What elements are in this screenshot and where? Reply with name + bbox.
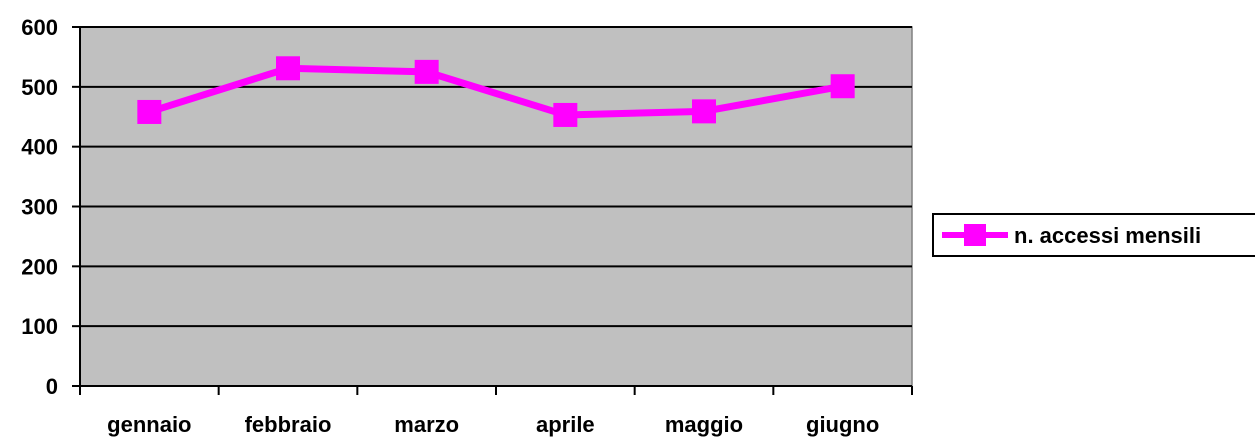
x-tick-label: giugno: [806, 412, 879, 437]
x-tick-label: aprile: [536, 412, 595, 437]
series-group: [137, 56, 855, 127]
x-tick-label: febbraio: [245, 412, 332, 437]
x-tick-label: maggio: [665, 412, 743, 437]
x-tick-label: gennaio: [107, 412, 191, 437]
legend-swatch-icon: [942, 224, 1008, 246]
y-tick-label: 500: [21, 75, 58, 100]
y-tick-label: 0: [46, 374, 58, 399]
y-tick-label: 600: [21, 15, 58, 40]
series-line: [148, 64, 844, 119]
axes: [72, 26, 913, 395]
legend-label: n. accessi mensili: [1014, 223, 1202, 248]
data-point-marker: [414, 59, 439, 84]
x-tick-label: marzo: [394, 412, 459, 437]
legend: n. accessi mensili: [932, 213, 1255, 257]
y-axis-tick-labels: 0 100 200 300 400 500 600: [21, 15, 58, 399]
data-point-marker: [830, 74, 855, 99]
x-axis-tick-labels: gennaio febbraio marzo aprile maggio giugno: [107, 412, 879, 437]
data-point-marker: [137, 99, 162, 124]
data-point-marker: [553, 102, 578, 127]
y-tick-label: 200: [21, 254, 58, 279]
data-point-marker: [692, 99, 716, 124]
y-tick-label: 400: [21, 135, 58, 160]
y-tick-label: 100: [21, 314, 58, 339]
data-point-marker: [276, 56, 300, 81]
y-tick-label: 300: [21, 195, 58, 220]
